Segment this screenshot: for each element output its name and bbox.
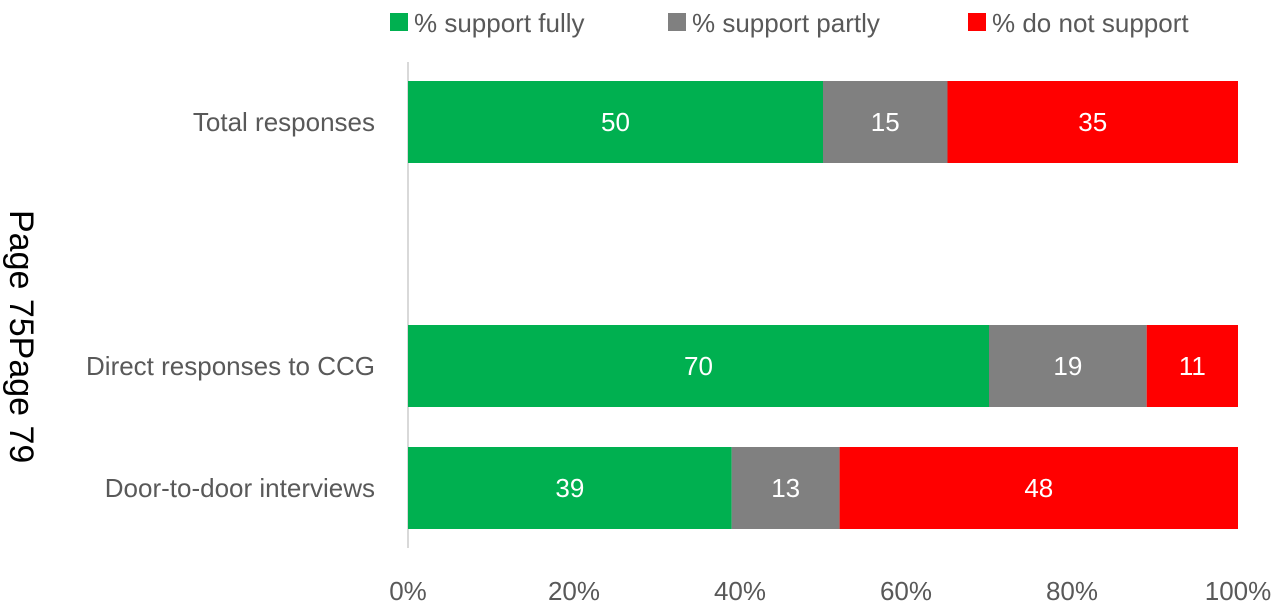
x-tick-labels: 0% 20% 40% 60% 80% 100% bbox=[389, 576, 1271, 606]
legend: % support fully % support partly % do not … bbox=[390, 8, 1189, 38]
x-tick-label-5: 80% bbox=[1046, 576, 1098, 606]
bar-segment-2-3 bbox=[1146, 325, 1238, 407]
data-label-2-1: 70 bbox=[684, 351, 713, 381]
data-label-3-1: 39 bbox=[555, 473, 584, 503]
legend-swatch-1 bbox=[390, 13, 408, 31]
legend-label-1: % support fully bbox=[414, 8, 585, 38]
data-label-3-2: 13 bbox=[771, 473, 800, 503]
x-tick-label-3: 40% bbox=[714, 576, 766, 606]
category-labels: Total responses Direct responses to CCG Do… bbox=[86, 107, 375, 503]
legend-label-3: % do not support bbox=[992, 8, 1189, 38]
x-tick-label-2: 20% bbox=[548, 576, 600, 606]
legend-label-2: % support partly bbox=[692, 8, 880, 38]
bar-segment-2-1 bbox=[408, 325, 989, 407]
category-label-2: Direct responses to CCG bbox=[86, 351, 375, 381]
x-tick-label-4: 60% bbox=[880, 576, 932, 606]
legend-swatch-2 bbox=[668, 13, 686, 31]
data-label-3-3: 48 bbox=[1024, 473, 1053, 503]
bar-segment-2-2 bbox=[989, 325, 1147, 407]
data-label-2-2: 19 bbox=[1053, 351, 1082, 381]
bar-segment-1-3 bbox=[947, 81, 1238, 163]
data-label-1-2: 15 bbox=[871, 107, 900, 137]
bar-segment-3-3 bbox=[839, 447, 1238, 529]
legend-swatch-3 bbox=[968, 13, 986, 31]
data-label-1-3: 35 bbox=[1078, 107, 1107, 137]
bar-segment-1-1 bbox=[408, 81, 823, 163]
category-label-1: Total responses bbox=[193, 107, 375, 137]
data-label-2-3: 11 bbox=[1179, 351, 1206, 381]
page-stamp: Page 75Page 79 bbox=[2, 210, 40, 463]
bar-segment-1-2 bbox=[823, 81, 948, 163]
x-tick-label-1: 0% bbox=[389, 576, 427, 606]
x-tick-label-6: 100% bbox=[1205, 576, 1272, 606]
bars: 50 15 35 70 19 11 39 13 48 bbox=[408, 81, 1238, 529]
data-label-1-1: 50 bbox=[601, 107, 630, 137]
category-label-3: Door-to-door interviews bbox=[105, 473, 375, 503]
bar-segment-3-2 bbox=[731, 447, 840, 529]
bar-segment-3-1 bbox=[408, 447, 732, 529]
